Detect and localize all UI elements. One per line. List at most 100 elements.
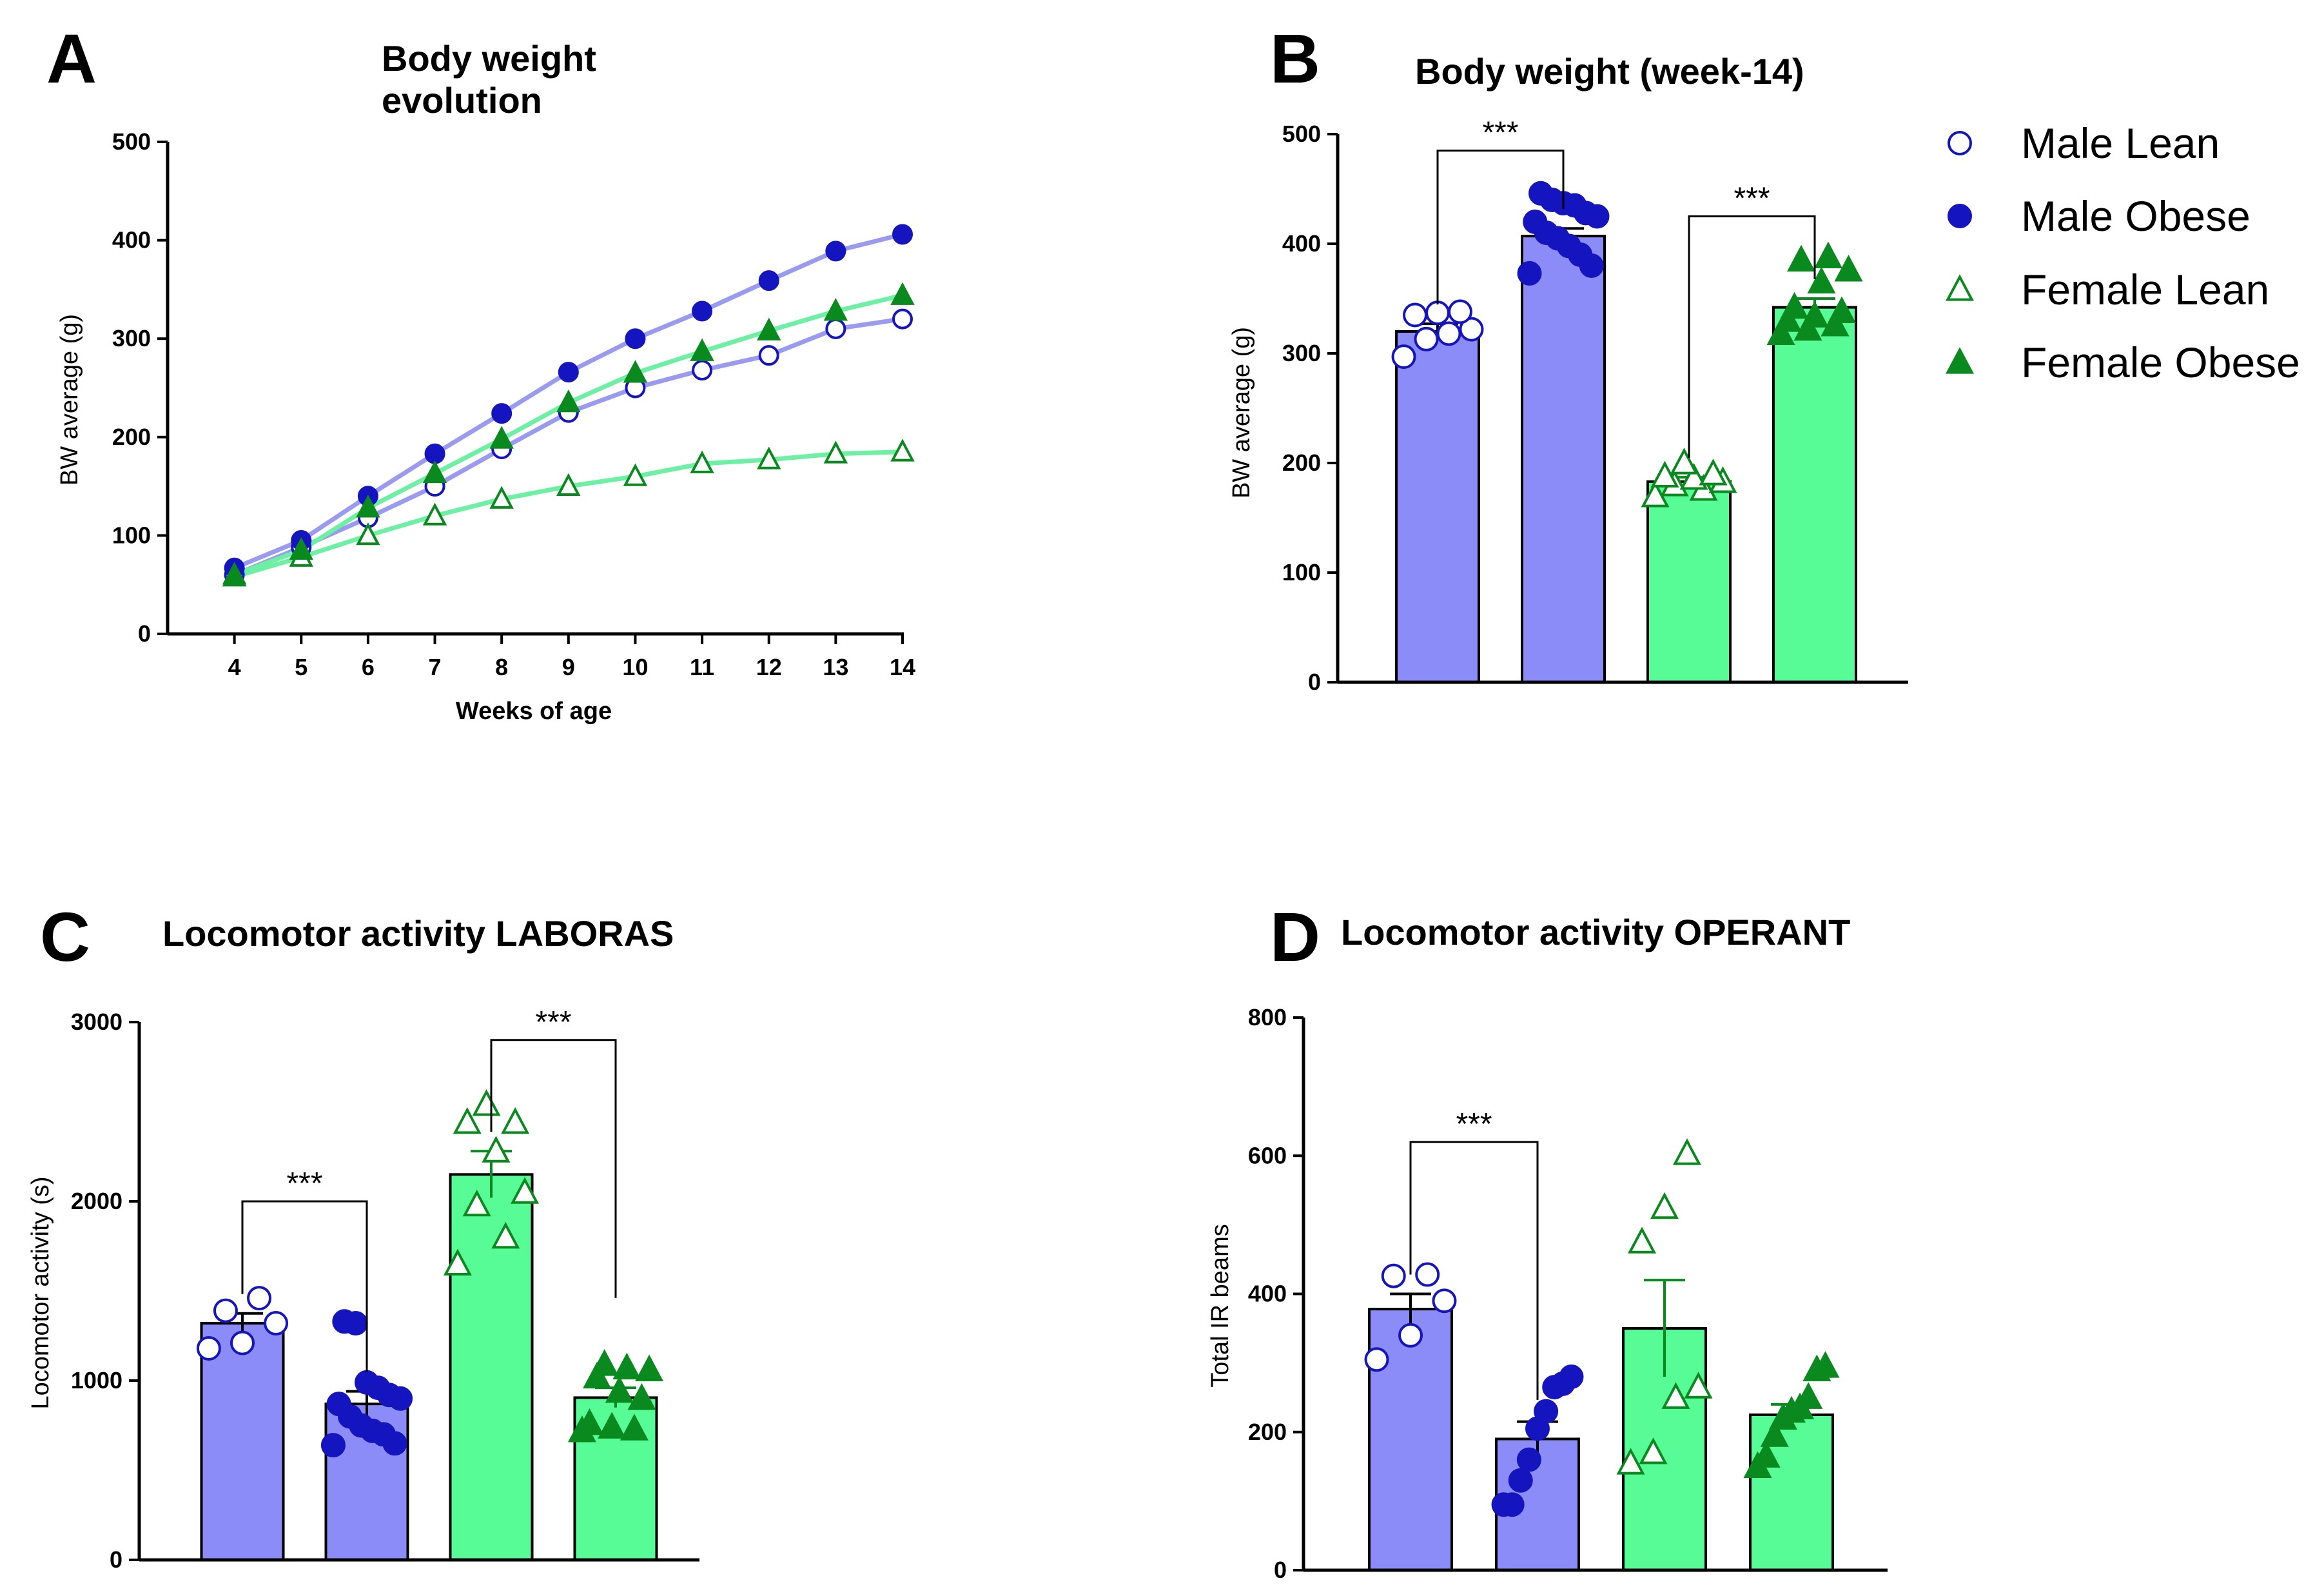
panel-letter-a: A: [46, 19, 97, 97]
bar-male-lean: [1395, 330, 1480, 684]
point-male-obese: [758, 270, 779, 291]
point-male-obese: [1508, 1468, 1533, 1493]
point-female-lean: [356, 522, 380, 546]
panel-d-y-tick-label: 600: [1248, 1142, 1287, 1168]
point-male-obese: [1559, 1364, 1584, 1390]
legend-marker-female-lean: [1945, 274, 1975, 301]
point-male-obese: [1528, 181, 1554, 206]
panel-d-y-tick-label: 800: [1248, 1004, 1287, 1030]
point-female-obese: [1834, 254, 1863, 282]
point-male-obese: [1534, 1399, 1559, 1424]
legend: Male Lean Male Obese Female Lean Female …: [1945, 119, 2300, 386]
point-male-obese: [1499, 1492, 1525, 1517]
panel-b-y-tick-label: 400: [1282, 230, 1321, 257]
point-female-obese: [1821, 309, 1850, 337]
point-female-obese: [422, 460, 447, 484]
panel-c-title: Locomotor activity LABORAS: [162, 913, 674, 954]
point-female-obese: [1811, 1351, 1840, 1378]
panel-a-y-tick-label: 200: [112, 424, 151, 450]
point-female-lean: [462, 1189, 491, 1217]
point-female-obese: [627, 1383, 656, 1410]
bar-female-lean: [449, 1173, 534, 1562]
point-male-lean: [892, 308, 913, 330]
panel-d-y-axis-label: Total IR beams: [1207, 1224, 1234, 1387]
point-female-obese: [222, 562, 247, 585]
point-male-lean: [1432, 1288, 1457, 1314]
point-female-obese: [1793, 313, 1822, 341]
legend-item-female-obese: Female Obese: [1945, 339, 2300, 386]
panel-a-x-tick-label: 5: [295, 654, 308, 680]
point-female-obese: [620, 1414, 649, 1441]
significance-label: ***: [1733, 182, 1770, 216]
point-female-lean: [756, 446, 781, 469]
point-male-lean: [1381, 1263, 1406, 1288]
panel-c-y-tick-label: 1000: [71, 1367, 122, 1394]
legend-marker-female-obese: [1945, 347, 1975, 374]
point-male-obese: [491, 403, 513, 424]
bar-female-obese: [1749, 1413, 1834, 1571]
point-male-lean: [1403, 302, 1428, 328]
point-male-obese: [1517, 261, 1542, 286]
point-female-obese: [1807, 266, 1836, 294]
legend-marker-male-lean: [1948, 131, 1972, 155]
point-female-obese: [1827, 296, 1857, 324]
point-female-lean: [1650, 460, 1679, 488]
panel-d-y-tick-label: 400: [1248, 1281, 1287, 1307]
point-male-lean: [1414, 326, 1439, 351]
panel-letter-b: B: [1270, 19, 1320, 97]
point-male-obese: [332, 1309, 357, 1334]
point-female-obese: [1813, 241, 1843, 269]
point-female-lean: [501, 1107, 530, 1134]
point-female-obese: [1794, 1382, 1823, 1409]
panel-d-title: Locomotor activity OPERANT: [1341, 912, 1850, 952]
panel-a-y-axis-label: BW average (g): [56, 314, 83, 486]
point-male-obese: [326, 1392, 351, 1417]
point-female-lean: [453, 1107, 482, 1134]
panel-a-x-tick-label: 6: [362, 654, 375, 680]
panel-a-title-line-1: Body weight: [382, 38, 596, 79]
bar-male-lean: [200, 1322, 285, 1562]
point-female-obese: [823, 298, 848, 321]
panel-letter-c: C: [40, 898, 90, 976]
point-male-lean: [247, 1286, 272, 1311]
panel-a-x-tick-label: 4: [228, 654, 241, 680]
legend-label-female-lean: Female Lean: [2021, 266, 2269, 313]
point-male-obese: [320, 1433, 346, 1458]
point-female-lean: [511, 1177, 540, 1204]
panel-b-y-axis-label: BW average (g): [1228, 327, 1255, 498]
point-female-lean: [823, 440, 848, 464]
point-female-obese: [1773, 305, 1802, 332]
point-female-obese: [1800, 300, 1830, 328]
point-male-obese: [1516, 1447, 1541, 1472]
panel-a-x-tick-label: 7: [429, 654, 442, 680]
point-female-lean: [623, 463, 648, 486]
point-female-lean: [690, 450, 714, 473]
panel-a-x-tick-label: 11: [690, 654, 714, 680]
panel-a-x-tick-label: 10: [622, 654, 648, 680]
legend-item-male-obese: Male Obese: [1948, 192, 2251, 240]
point-female-lean: [556, 473, 581, 496]
point-male-obese: [625, 328, 646, 350]
panel-b-y-tick-label: 100: [1282, 559, 1321, 586]
point-male-lean: [1364, 1347, 1389, 1372]
legend-marker-male-obese: [1948, 204, 1972, 228]
significance-label: ***: [1456, 1107, 1492, 1141]
point-female-obese: [289, 537, 314, 560]
point-female-lean: [1670, 448, 1699, 475]
bar-male-obese: [1521, 235, 1606, 684]
panel-d-bar-chart: Locomotor activity OPERANT Total IR beam…: [1207, 912, 1888, 1583]
point-male-lean: [1425, 300, 1450, 326]
significance-bracket: [490, 1039, 617, 1298]
point-female-obese: [356, 495, 380, 518]
bar-female-lean: [1646, 480, 1732, 684]
point-female-obese: [590, 1349, 619, 1376]
point-female-obese: [598, 1412, 627, 1439]
point-male-lean: [1436, 321, 1461, 346]
point-female-obese: [1766, 318, 1795, 346]
legend-marker-male-lean: [1948, 131, 1972, 155]
panel-a-x-tick-label: 13: [823, 654, 848, 680]
point-male-obese: [558, 362, 579, 383]
point-male-obese: [892, 224, 913, 245]
point-female-obese: [1760, 1420, 1789, 1447]
panel-c-y-axis-label: Locomotor activity (s): [27, 1176, 54, 1409]
